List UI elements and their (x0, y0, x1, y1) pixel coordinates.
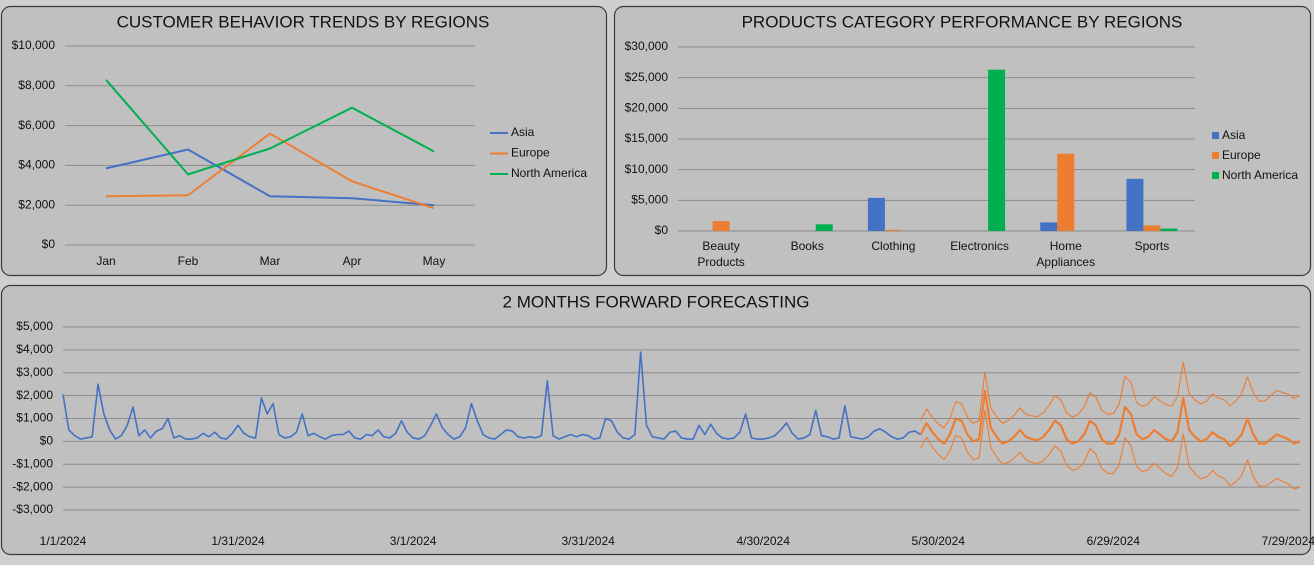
y-tick-label: $5,000 (16, 319, 53, 333)
line-series (105, 132, 435, 210)
bar (988, 69, 1006, 232)
y-tick-label: $2,000 (18, 197, 55, 211)
line-series (62, 351, 922, 440)
y-tick-label: $0 (42, 237, 56, 251)
line-series (919, 389, 1301, 448)
x-tick-label: 3/31/2024 (561, 534, 615, 548)
x-tick-label: Clothing (871, 239, 915, 253)
x-tick-label: 6/29/2024 (1087, 534, 1141, 548)
y-tick-label: $8,000 (18, 78, 55, 92)
bar (1057, 153, 1075, 231)
x-tick-label: 4/30/2024 (736, 534, 790, 548)
bar (815, 224, 833, 231)
chart-title: 2 MONTHS FORWARD FORECASTING (503, 292, 810, 311)
x-tick-label: Beauty Products (697, 239, 744, 269)
bar (1040, 222, 1058, 231)
y-tick-label: $1,000 (16, 411, 53, 425)
line-series (105, 148, 435, 207)
y-tick-label: $0 (655, 223, 669, 237)
panel (0, 5, 608, 277)
bar (1143, 225, 1161, 231)
line-series (920, 361, 1301, 429)
legend-label: Asia (511, 125, 535, 139)
x-tick-label: Mar (260, 254, 281, 268)
legend-label: Europe (1222, 148, 1261, 162)
x-tick-label: May (423, 254, 446, 268)
bar (1160, 228, 1178, 231)
chart-title: PRODUCTS CATEGORY PERFORMANCE BY REGIONS (742, 12, 1183, 31)
x-tick-label: 1/31/2024 (211, 534, 265, 548)
x-tick-label: 7/29/2024 (1262, 534, 1314, 548)
y-tick-label: $0 (40, 434, 54, 448)
bar (884, 229, 902, 231)
y-tick-label: -$3,000 (12, 502, 53, 516)
legend-label: North America (1222, 168, 1298, 182)
line-series (920, 409, 1301, 490)
bar (1126, 178, 1144, 231)
legend-swatch (1212, 172, 1219, 179)
y-tick-label: $30,000 (625, 39, 669, 53)
x-tick-label: 5/30/2024 (912, 534, 966, 548)
panel (0, 284, 1312, 556)
x-tick-label: Jan (96, 254, 115, 268)
y-tick-label: $10,000 (12, 38, 56, 52)
x-tick-label: Electronics (950, 239, 1009, 253)
bar (712, 221, 730, 231)
y-tick-label: $4,000 (16, 342, 53, 356)
x-tick-label: Apr (343, 254, 362, 268)
x-tick-label: 1/1/2024 (40, 534, 87, 548)
y-tick-label: $2,000 (16, 388, 53, 402)
x-tick-label: 3/1/2024 (390, 534, 437, 548)
y-tick-label: $4,000 (18, 158, 55, 172)
y-tick-label: $15,000 (625, 131, 669, 145)
y-tick-label: $20,000 (625, 101, 669, 115)
x-tick-label: Home Appliances (1036, 239, 1095, 269)
legend-swatch (1212, 152, 1219, 159)
legend-label: Europe (511, 146, 550, 160)
chart-title: CUSTOMER BEHAVIOR TRENDS BY REGIONS (117, 12, 490, 31)
y-tick-label: $25,000 (625, 70, 669, 84)
x-tick-label: Feb (178, 254, 199, 268)
y-tick-label: -$2,000 (12, 479, 53, 493)
legend-swatch (1212, 132, 1219, 139)
y-tick-label: $10,000 (625, 162, 669, 176)
x-tick-label: Books (791, 239, 824, 253)
y-tick-label: $6,000 (18, 118, 55, 132)
x-tick-label: Sports (1135, 239, 1170, 253)
bar (867, 197, 885, 231)
y-tick-label: $3,000 (16, 365, 53, 379)
legend-label: Asia (1222, 128, 1246, 142)
line-series (105, 79, 435, 176)
legend-label: North America (511, 166, 587, 180)
y-tick-label: -$1,000 (12, 456, 53, 470)
y-tick-label: $5,000 (631, 193, 668, 207)
